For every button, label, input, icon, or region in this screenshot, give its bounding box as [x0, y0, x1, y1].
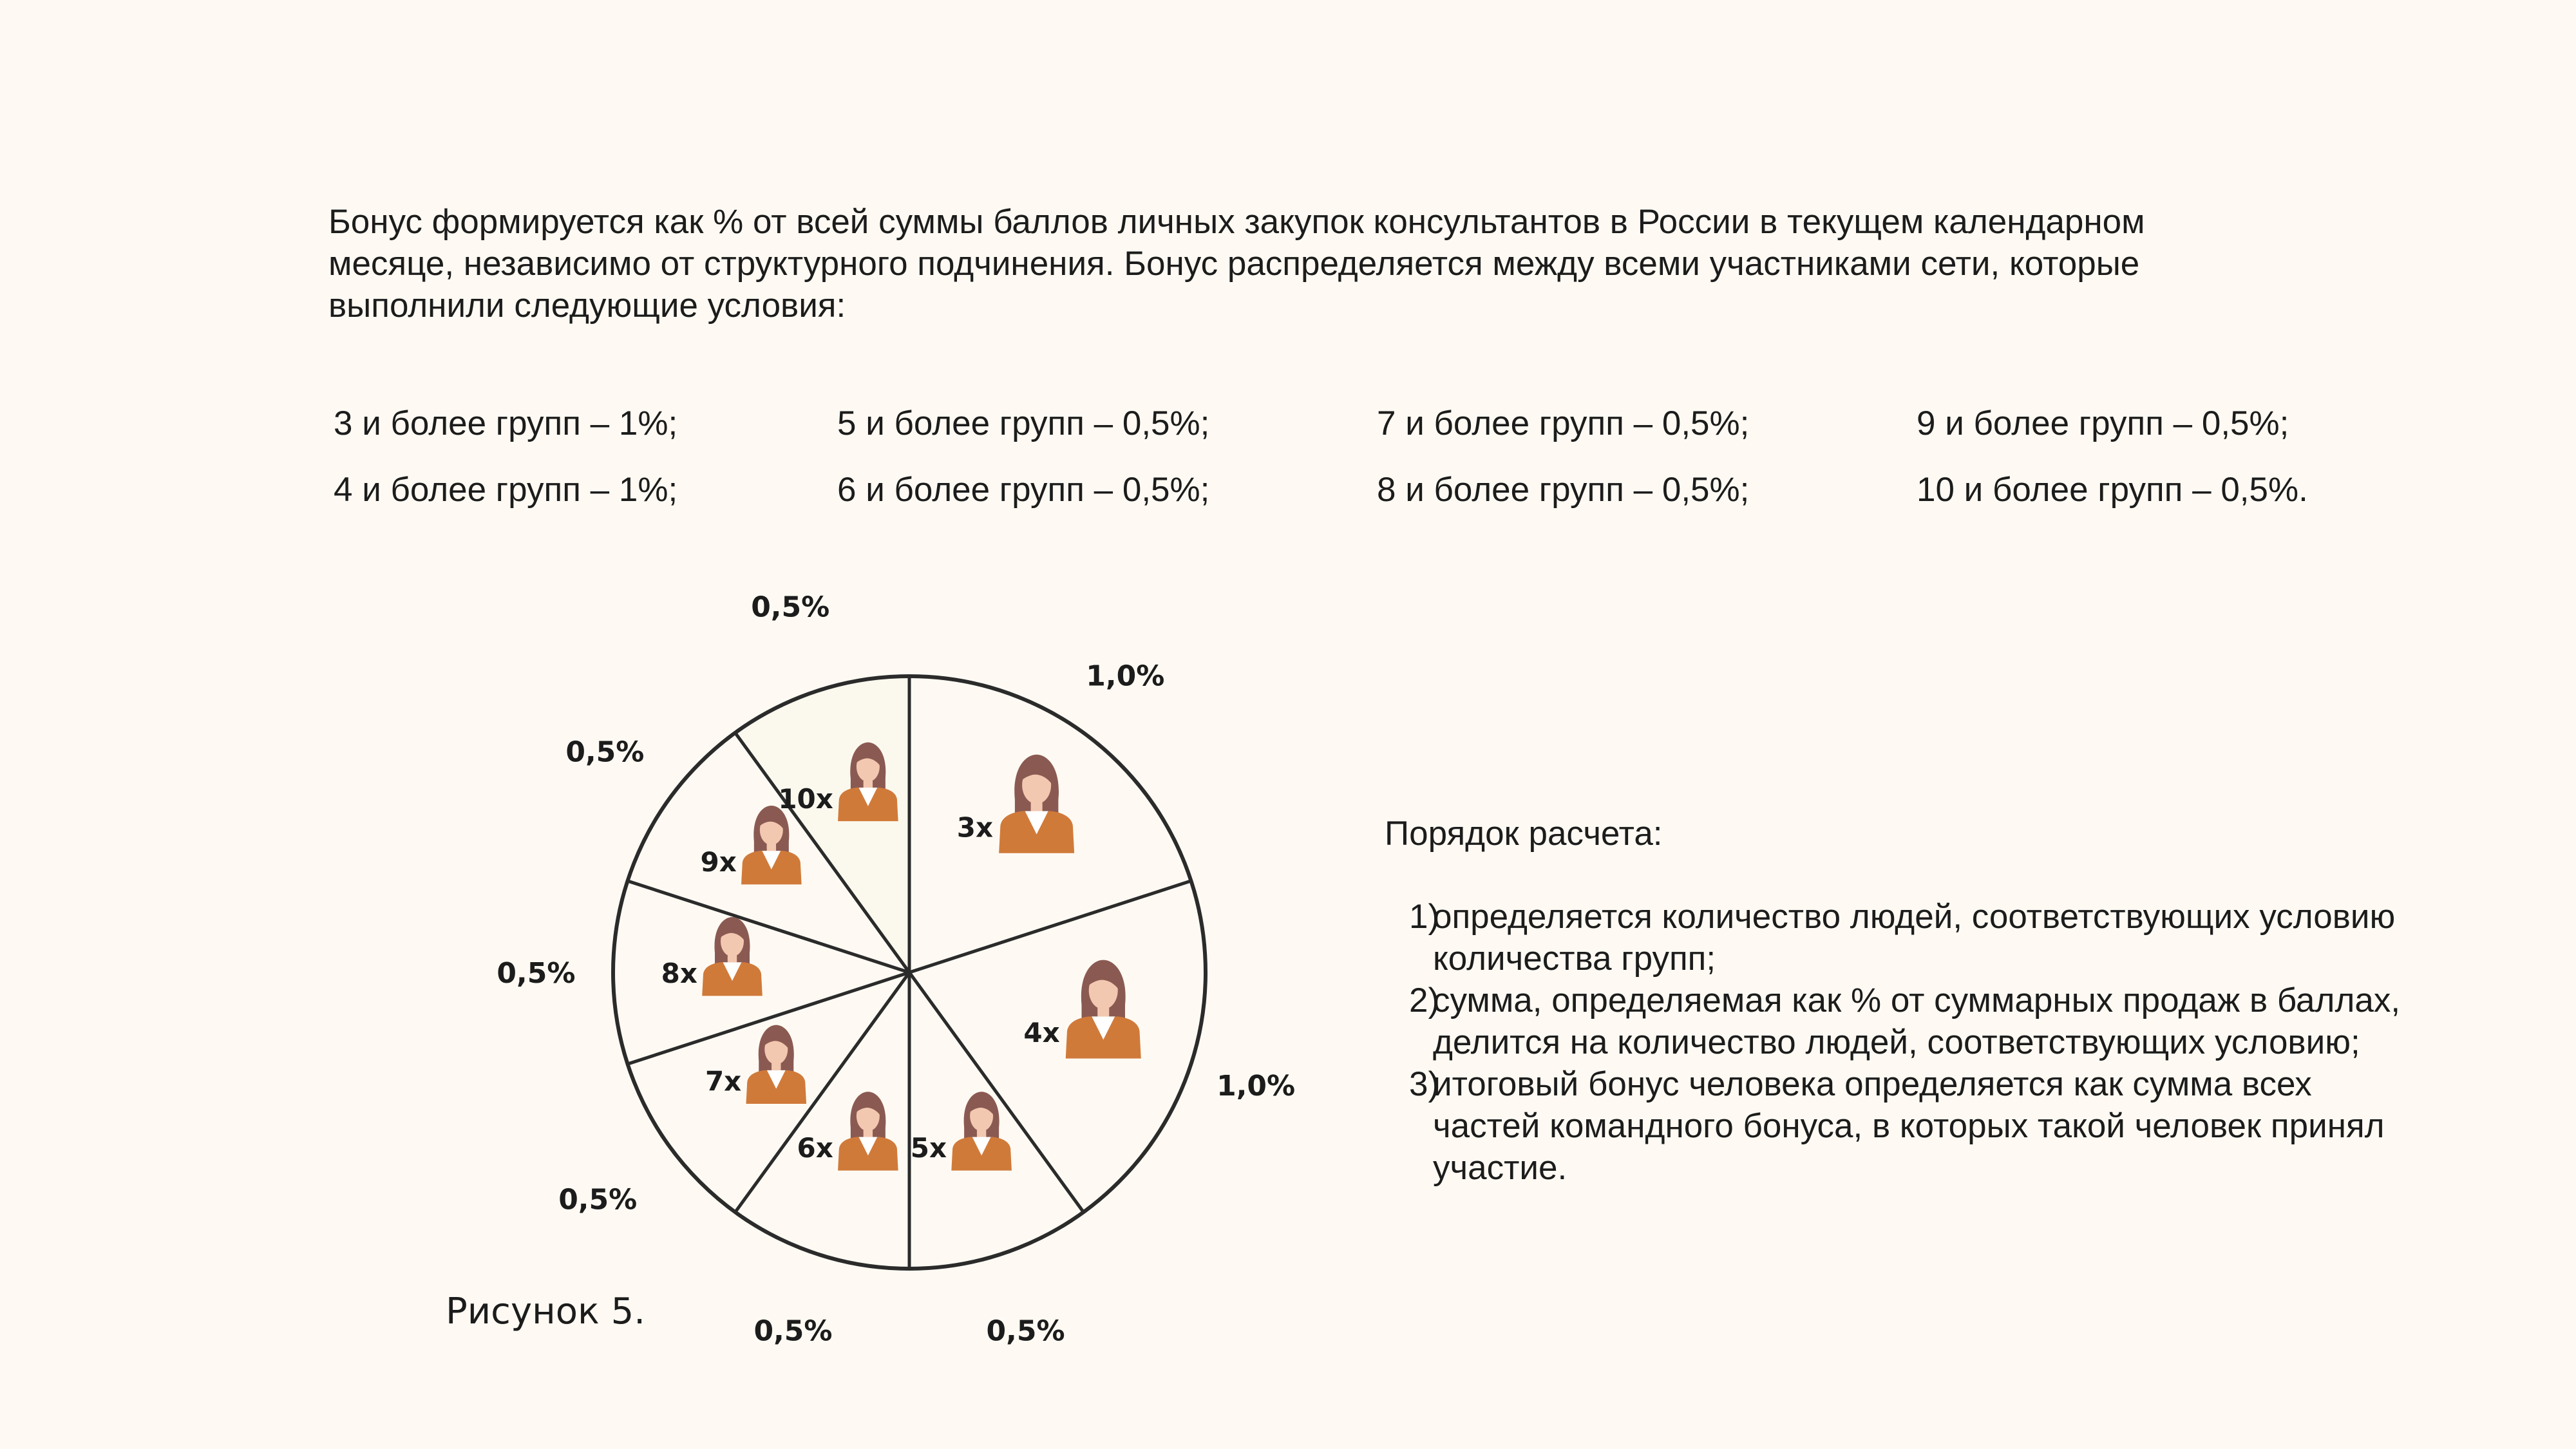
slice-count-label: 9x	[700, 846, 736, 878]
pie-icons	[702, 742, 1141, 1171]
slice-count-label: 5x	[911, 1132, 947, 1164]
step-text: определяется количество людей, соответст…	[1433, 898, 2396, 978]
woman-avatar-icon	[838, 1092, 898, 1171]
woman-avatar-icon	[838, 742, 898, 822]
slice-percent-label: 0,5%	[497, 957, 575, 990]
rate-5-groups: 5 и более групп – 0,5%;	[837, 404, 1210, 442]
woman-avatar-icon	[702, 917, 762, 996]
step-text: итоговый бонус человека определяется как…	[1433, 1065, 2385, 1187]
woman-avatar-icon	[741, 805, 802, 885]
slice-percent-label: 1,0%	[1217, 1070, 1295, 1103]
pie-outline	[611, 674, 1208, 1271]
rate-9-groups: 9 и более групп – 0,5%;	[1917, 404, 2289, 442]
rate-10-groups: 10 и более групп – 0,5%.	[1917, 471, 2308, 509]
step-number: 2)	[1409, 981, 1440, 1019]
rate-6-groups: 6 и более групп – 0,5%;	[837, 471, 1210, 509]
slice-count-label: 4x	[1023, 1017, 1059, 1048]
slice-count-label: 3x	[957, 811, 993, 843]
calculation-step-3: 3) итоговый бонус человека определяется …	[1385, 1063, 2415, 1189]
step-number: 3)	[1409, 1065, 1440, 1103]
rate-3-groups: 3 и более групп – 1%;	[334, 404, 678, 442]
slice-percent-label: 1,0%	[1086, 660, 1164, 693]
intro-paragraph: Бонус формируется как % от всей суммы ба…	[328, 203, 2145, 325]
rate-4-groups: 4 и более групп – 1%;	[334, 471, 678, 509]
calculation-step-2: 2) сумма, определяемая как % от суммарны…	[1385, 980, 2415, 1063]
calculation-title: Порядок расчета:	[1385, 815, 1663, 853]
woman-avatar-icon	[999, 754, 1075, 853]
slice-count-label: 8x	[661, 958, 697, 989]
figure-caption: Рисунок 5.	[446, 1291, 646, 1332]
slice-percent-label: 0,5%	[753, 1315, 832, 1348]
slice-percent-label: 0,5%	[987, 1315, 1065, 1348]
slice-count-label: 6x	[797, 1132, 833, 1164]
calculation-block: Порядок расчета: 1) определяется количес…	[1385, 813, 2415, 1189]
rate-7-groups: 7 и более групп – 0,5%;	[1377, 404, 1750, 442]
slice-count-label: 10x	[778, 783, 833, 815]
rates-grid: 3 и более групп – 1%; 4 и более групп – …	[334, 402, 2394, 544]
slice-percent-label: 0,5%	[751, 591, 829, 623]
rate-8-groups: 8 и более групп – 0,5%;	[1377, 471, 1750, 509]
calculation-step-1: 1) определяется количество людей, соотве…	[1385, 896, 2415, 980]
step-text: сумма, определяемая как % от суммарных п…	[1433, 981, 2401, 1061]
woman-avatar-icon	[1065, 960, 1141, 1059]
pie-labels: 3x 1,0% 4x 1,0% 5x 0,5% 6x 0,5% 7x 0,5% 8x 0,5% 9x 0,…	[497, 591, 1295, 1347]
woman-avatar-icon	[746, 1025, 807, 1104]
step-number: 1)	[1409, 898, 1440, 936]
slice-count-label: 7x	[705, 1066, 741, 1097]
slice-percent-label: 0,5%	[565, 736, 644, 769]
woman-avatar-icon	[951, 1092, 1012, 1171]
slice-percent-label: 0,5%	[558, 1183, 637, 1216]
